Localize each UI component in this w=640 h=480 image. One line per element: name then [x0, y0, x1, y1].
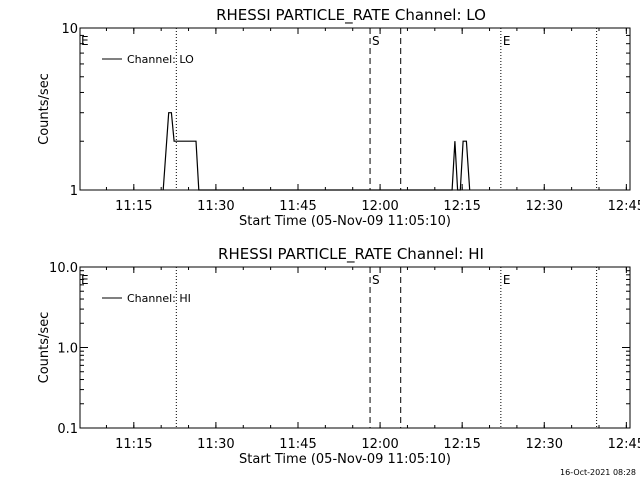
y-axis-label: Counts/sec [37, 312, 52, 384]
plot-panel-hi: RHESSI PARTICLE_RATE Channel: HI 11:15 11:… [37, 245, 640, 467]
x-axis-label: Start Time (05-Nov-09 11:05:10) [239, 452, 451, 467]
x-tick-label: 11:30 [197, 199, 234, 214]
y-tick-label: 10 [61, 22, 78, 37]
edge-label: E [81, 34, 89, 48]
chart-title: RHESSI PARTICLE_RATE Channel: HI [218, 245, 484, 264]
y-tick-label: 1.0 [57, 342, 78, 357]
event-label: E [503, 273, 511, 287]
event-label: S [372, 273, 380, 287]
x-tick-label: 12:15 [443, 199, 480, 214]
event-label: E [503, 34, 511, 48]
chart-title: RHESSI PARTICLE_RATE Channel: LO [216, 6, 486, 25]
y-tick-label: 1 [70, 184, 78, 199]
legend-entry: Channel: HI [127, 292, 191, 305]
edge-label: E [81, 273, 89, 287]
y-axis-label: Counts/sec [37, 73, 52, 145]
event-label: S [372, 34, 380, 48]
x-tick-label: 11:30 [197, 437, 234, 452]
y-tick-label: 10.0 [49, 261, 78, 276]
x-tick-label: 12:15 [443, 437, 480, 452]
x-tick-label: 11:45 [279, 199, 316, 214]
x-tick-label: 12:45 [608, 199, 640, 214]
x-tick-label: 12:30 [526, 199, 563, 214]
timestamp-footer: 16-Oct-2021 08:28 [560, 468, 636, 477]
x-axis-label: Start Time (05-Nov-09 11:05:10) [239, 214, 451, 229]
x-tick-label: 11:15 [115, 199, 152, 214]
x-tick-label: 12:45 [608, 437, 640, 452]
legend-entry: Channel: LO [127, 53, 194, 66]
x-tick-label: 12:30 [526, 437, 563, 452]
y-tick-label: 0.1 [57, 422, 78, 437]
x-tick-label: 11:15 [115, 437, 152, 452]
x-tick-label: 12:00 [361, 199, 398, 214]
x-tick-label: 11:45 [279, 437, 316, 452]
series-line [162, 112, 471, 191]
x-tick-label: 12:00 [361, 437, 398, 452]
plot-panel-lo: RHESSI PARTICLE_RATE Channel: LO 11:15 11:… [37, 6, 640, 229]
